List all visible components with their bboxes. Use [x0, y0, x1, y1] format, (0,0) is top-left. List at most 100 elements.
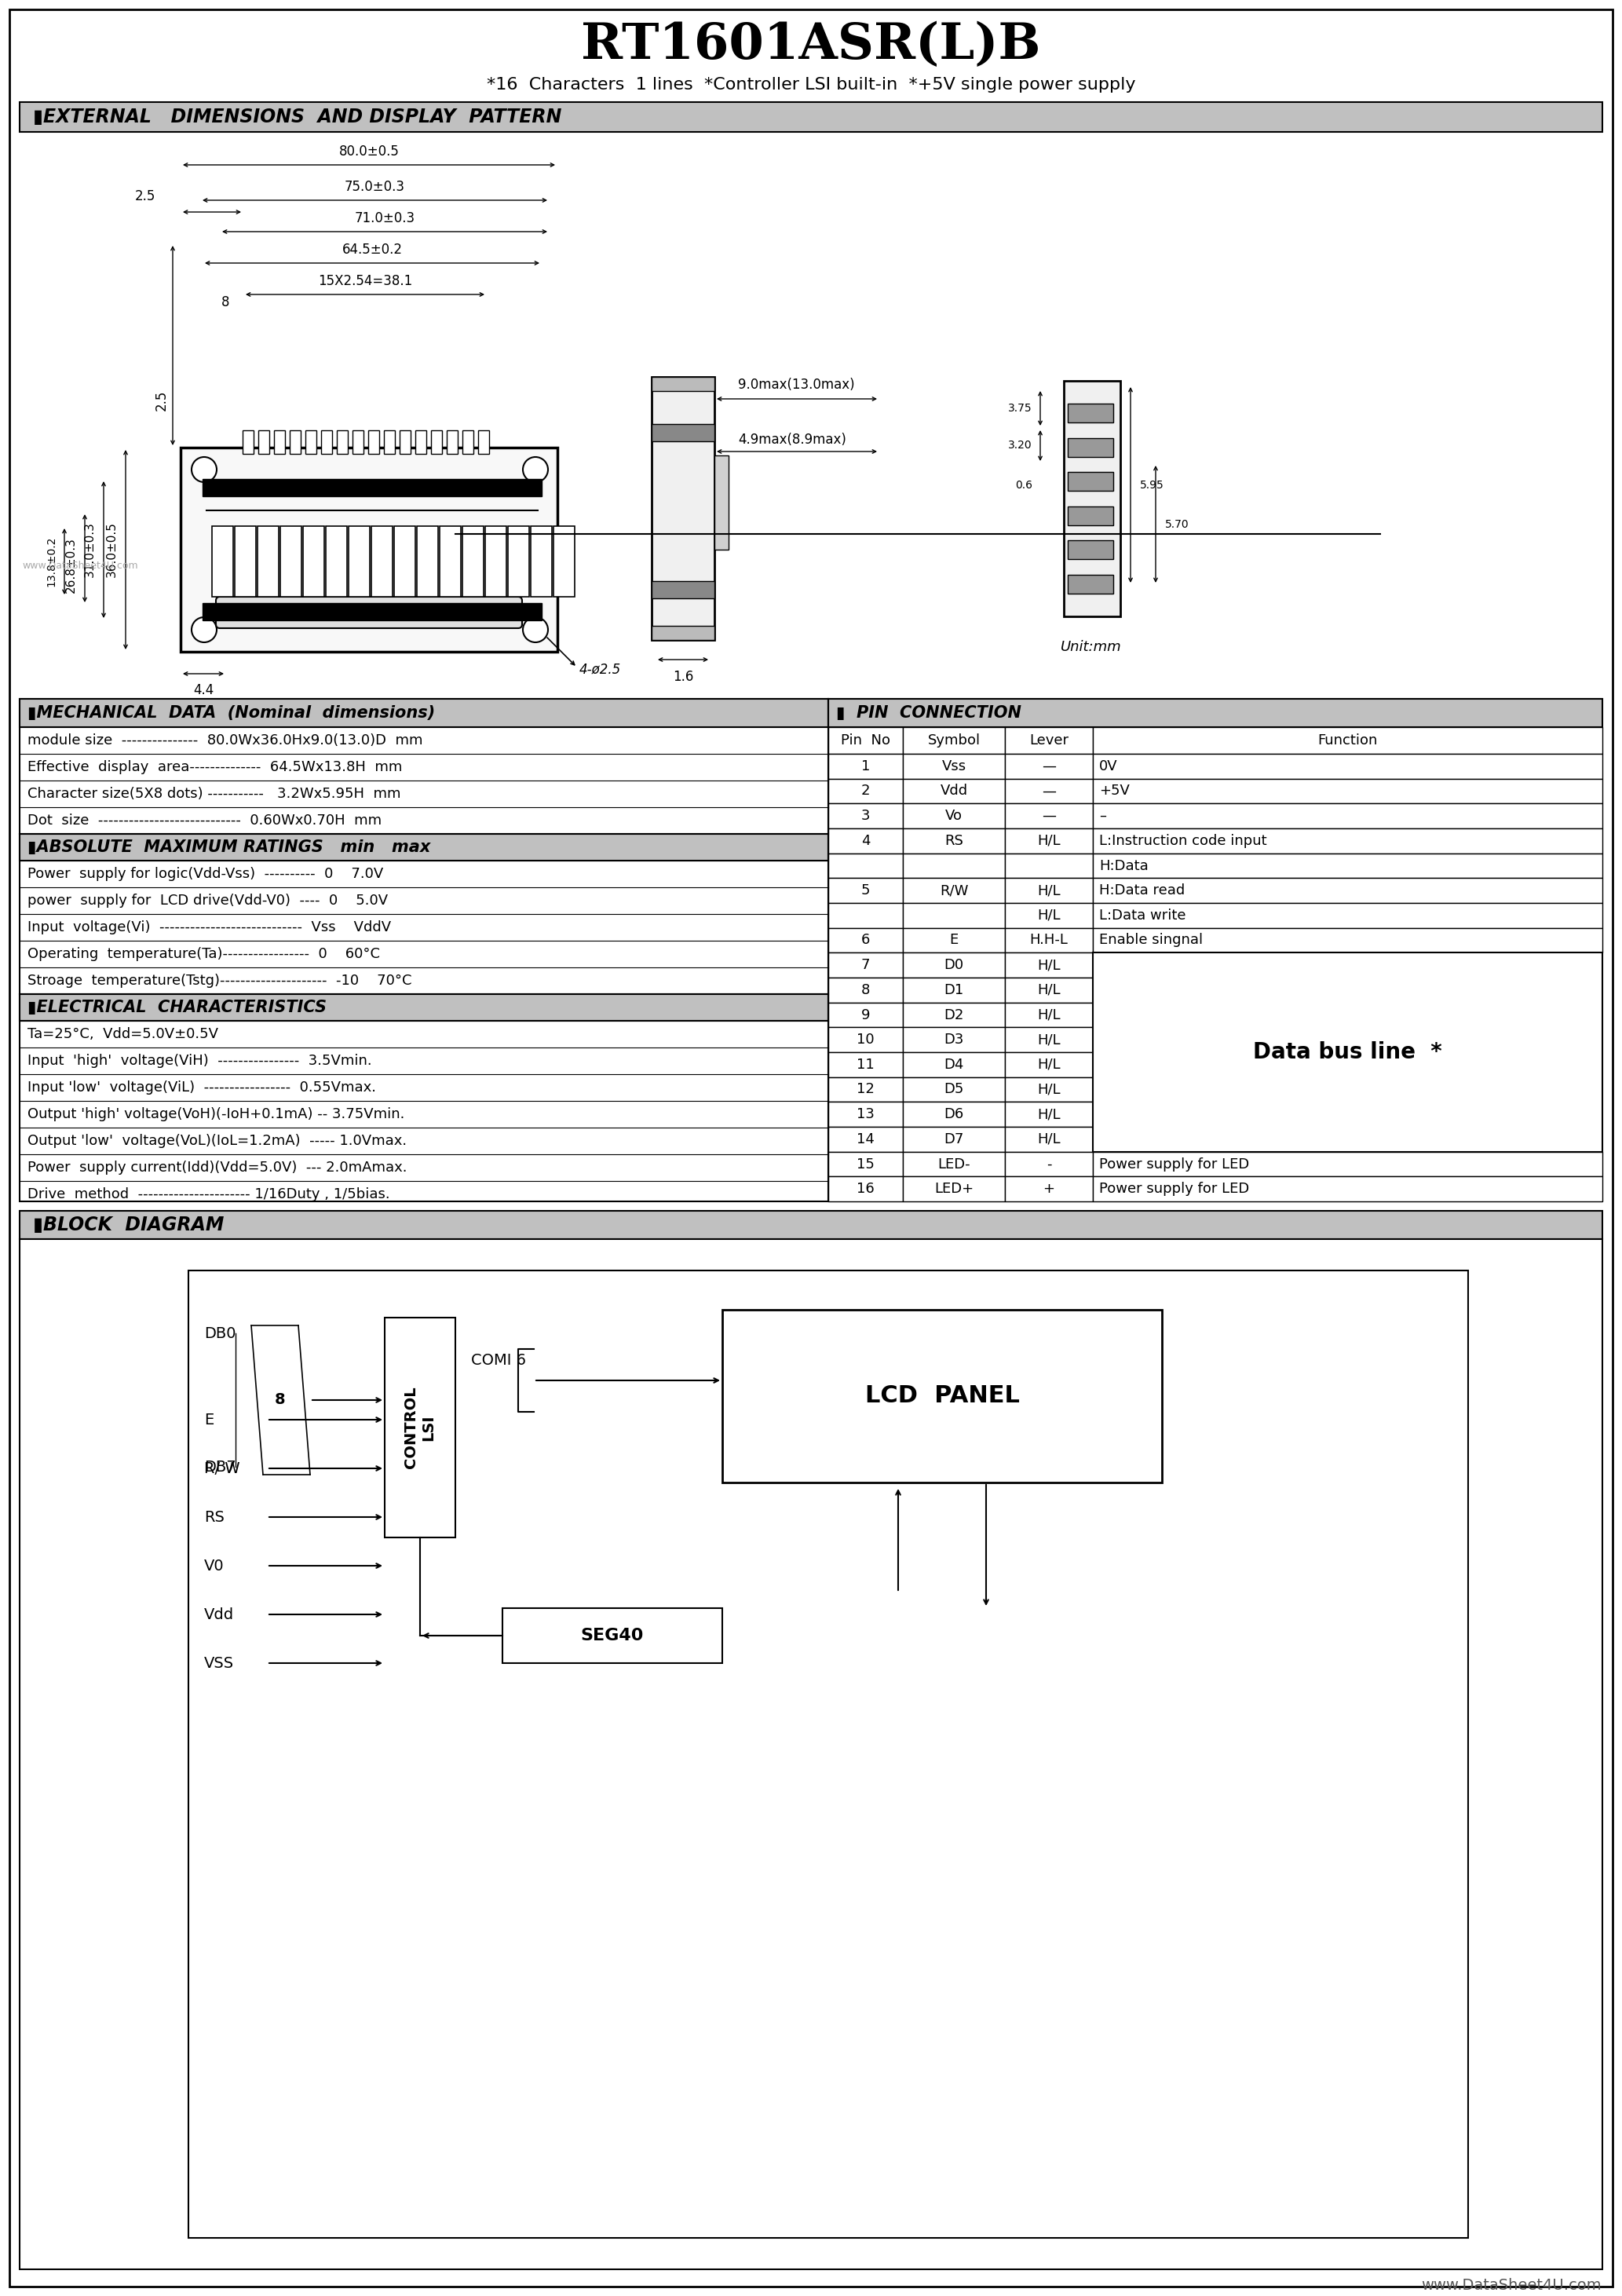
Text: 1.6: 1.6 — [673, 670, 693, 684]
Bar — [1093, 902, 1603, 928]
Bar — [394, 526, 415, 597]
Text: D4: D4 — [944, 1058, 963, 1072]
Text: Vdd: Vdd — [941, 783, 968, 799]
Text: ▮BLOCK  DIAGRAM: ▮BLOCK DIAGRAM — [32, 1215, 224, 1235]
Text: +: + — [1043, 1182, 1054, 1196]
Text: 12: 12 — [856, 1081, 874, 1097]
Text: Power  supply current(Idd)(Vdd=5.0V)  --- 2.0mAmax.: Power supply current(Idd)(Vdd=5.0V) --- … — [28, 1159, 407, 1176]
Text: D0: D0 — [944, 957, 963, 971]
Text: Character size(5X8 dots) -----------   3.2Wx5.95H  mm: Character size(5X8 dots) ----------- 3.2… — [28, 788, 401, 801]
Text: 4.4: 4.4 — [193, 684, 214, 698]
Text: H:Data: H:Data — [1100, 859, 1148, 872]
Text: 64.5±0.2: 64.5±0.2 — [342, 243, 402, 257]
Bar — [903, 753, 1006, 778]
Bar — [1006, 1003, 1093, 1026]
Bar — [1006, 1077, 1093, 1102]
Bar — [1093, 1176, 1603, 1201]
Text: Power  supply for logic(Vdd-Vss)  ----------  0    7.0V: Power supply for logic(Vdd-Vss) --------… — [28, 868, 383, 882]
Bar — [203, 604, 542, 620]
Text: www.DataSheet4U.com: www.DataSheet4U.com — [23, 560, 138, 569]
Text: www.DataSheet4U.com: www.DataSheet4U.com — [1421, 2278, 1601, 2291]
Text: 5.70: 5.70 — [1165, 519, 1189, 530]
Bar — [652, 377, 714, 641]
Bar — [485, 526, 506, 597]
Text: 26.8±0.3: 26.8±0.3 — [65, 537, 76, 592]
Bar — [530, 526, 551, 597]
Text: 7: 7 — [861, 957, 869, 971]
Bar — [553, 526, 574, 597]
Text: Output 'high' voltage(VoH)(-IoH+0.1mA) -- 3.75Vmin.: Output 'high' voltage(VoH)(-IoH+0.1mA) -… — [28, 1107, 404, 1120]
Text: Ta=25°C,  Vdd=5.0V±0.5V: Ta=25°C, Vdd=5.0V±0.5V — [28, 1026, 219, 1040]
Text: CONTROL
LSI: CONTROL LSI — [404, 1387, 436, 1469]
Bar — [903, 1153, 1006, 1176]
Text: RT1601ASR(L)B: RT1601ASR(L)B — [581, 21, 1041, 69]
Text: 3: 3 — [861, 808, 869, 822]
Text: Pin  No: Pin No — [840, 732, 890, 748]
Bar — [1006, 1026, 1093, 1052]
Text: LED-: LED- — [938, 1157, 970, 1171]
Text: DB0: DB0 — [204, 1325, 235, 1341]
Bar — [1006, 1052, 1093, 1077]
Bar — [1006, 978, 1093, 1003]
Text: Data bus line  *: Data bus line * — [1254, 1040, 1442, 1063]
Text: 2.5: 2.5 — [135, 188, 156, 204]
Bar — [829, 1052, 903, 1077]
Bar — [349, 526, 370, 597]
Text: Stroage  temperature(Tstg)---------------------  -10    70°C: Stroage temperature(Tstg)---------------… — [28, 974, 412, 987]
Text: Power supply for LED: Power supply for LED — [1100, 1182, 1249, 1196]
Bar — [1067, 574, 1113, 592]
Text: —: — — [1041, 783, 1056, 799]
Circle shape — [522, 618, 548, 643]
Text: 5: 5 — [861, 884, 869, 898]
Text: 11: 11 — [856, 1058, 874, 1072]
Text: 13.8±0.2: 13.8±0.2 — [45, 537, 57, 588]
Text: Drive  method  ---------------------- 1/16Duty , 1/5bias.: Drive method ---------------------- 1/16… — [28, 1187, 389, 1201]
Text: 2: 2 — [861, 783, 869, 799]
Text: R/ W: R/ W — [204, 1460, 240, 1476]
Text: 10: 10 — [856, 1033, 874, 1047]
Text: LED+: LED+ — [934, 1182, 973, 1196]
Bar — [19, 698, 1603, 1201]
Bar — [321, 429, 333, 455]
Bar — [371, 526, 393, 597]
Bar — [1093, 753, 1603, 778]
Text: 2.5: 2.5 — [154, 390, 169, 411]
Text: —: — — [1041, 760, 1056, 774]
Bar — [903, 854, 1006, 877]
Bar — [1006, 1176, 1093, 1201]
Bar — [19, 698, 829, 728]
Text: H/L: H/L — [1036, 1107, 1061, 1120]
FancyBboxPatch shape — [216, 597, 522, 629]
Bar — [829, 778, 903, 804]
Text: ▮MECHANICAL  DATA  (Nominal  dimensions): ▮MECHANICAL DATA (Nominal dimensions) — [28, 705, 435, 721]
Text: 9.0max(13.0max): 9.0max(13.0max) — [738, 379, 855, 393]
Bar — [1093, 854, 1603, 877]
Bar — [352, 429, 363, 455]
Text: Power supply for LED: Power supply for LED — [1100, 1157, 1249, 1171]
Bar — [829, 804, 903, 829]
Text: 8: 8 — [221, 296, 229, 310]
Text: H/L: H/L — [1036, 1033, 1061, 1047]
Text: Operating  temperature(Ta)-----------------  0    60°C: Operating temperature(Ta)---------------… — [28, 946, 380, 962]
Bar — [1093, 829, 1603, 854]
Bar — [903, 978, 1006, 1003]
Bar — [652, 377, 714, 390]
Bar — [903, 829, 1006, 854]
Bar — [903, 804, 1006, 829]
Text: Effective  display  area--------------  64.5Wx13.8H  mm: Effective display area-------------- 64.… — [28, 760, 402, 774]
Bar — [508, 526, 529, 597]
Text: D7: D7 — [944, 1132, 963, 1146]
Text: 31.0±0.3: 31.0±0.3 — [84, 521, 96, 579]
Text: R/W: R/W — [939, 884, 968, 898]
Bar — [829, 854, 903, 877]
Bar — [652, 425, 714, 441]
Text: H/L: H/L — [1036, 1008, 1061, 1022]
Bar — [281, 526, 302, 597]
Text: E: E — [204, 1412, 214, 1428]
Text: 3.20: 3.20 — [1009, 441, 1032, 450]
Text: H:Data read: H:Data read — [1100, 884, 1186, 898]
Text: Vss: Vss — [942, 760, 967, 774]
Bar — [903, 1176, 1006, 1201]
Text: 6: 6 — [861, 932, 869, 948]
Bar — [1006, 953, 1093, 978]
